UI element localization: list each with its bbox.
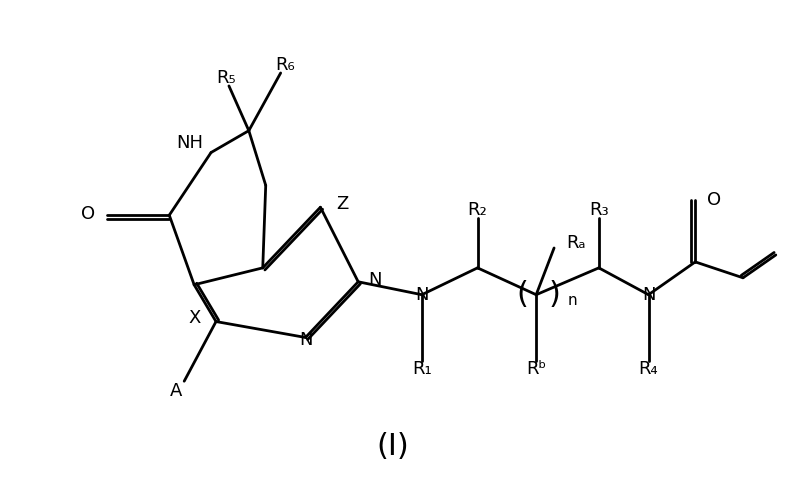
Text: N: N: [368, 271, 382, 289]
Text: X: X: [189, 308, 201, 326]
Text: NH: NH: [176, 134, 203, 152]
Text: N: N: [642, 285, 656, 304]
Text: Rₐ: Rₐ: [566, 234, 586, 252]
Text: Z: Z: [336, 195, 348, 213]
Text: O: O: [707, 191, 722, 209]
Text: R₄: R₄: [639, 360, 659, 378]
Text: R₂: R₂: [468, 201, 487, 219]
Text: (I): (I): [376, 432, 410, 461]
Text: (: (: [516, 280, 528, 309]
Text: N: N: [415, 285, 428, 304]
Text: R₆: R₆: [276, 56, 296, 74]
Text: R₃: R₃: [589, 201, 608, 219]
Text: ): ): [548, 280, 560, 309]
Text: N: N: [299, 331, 312, 349]
Text: R₅: R₅: [216, 69, 236, 87]
Text: R₁: R₁: [412, 360, 432, 378]
Text: O: O: [81, 205, 94, 223]
Text: n: n: [568, 293, 578, 308]
Text: Rᵇ: Rᵇ: [526, 360, 546, 378]
Text: A: A: [170, 382, 182, 400]
